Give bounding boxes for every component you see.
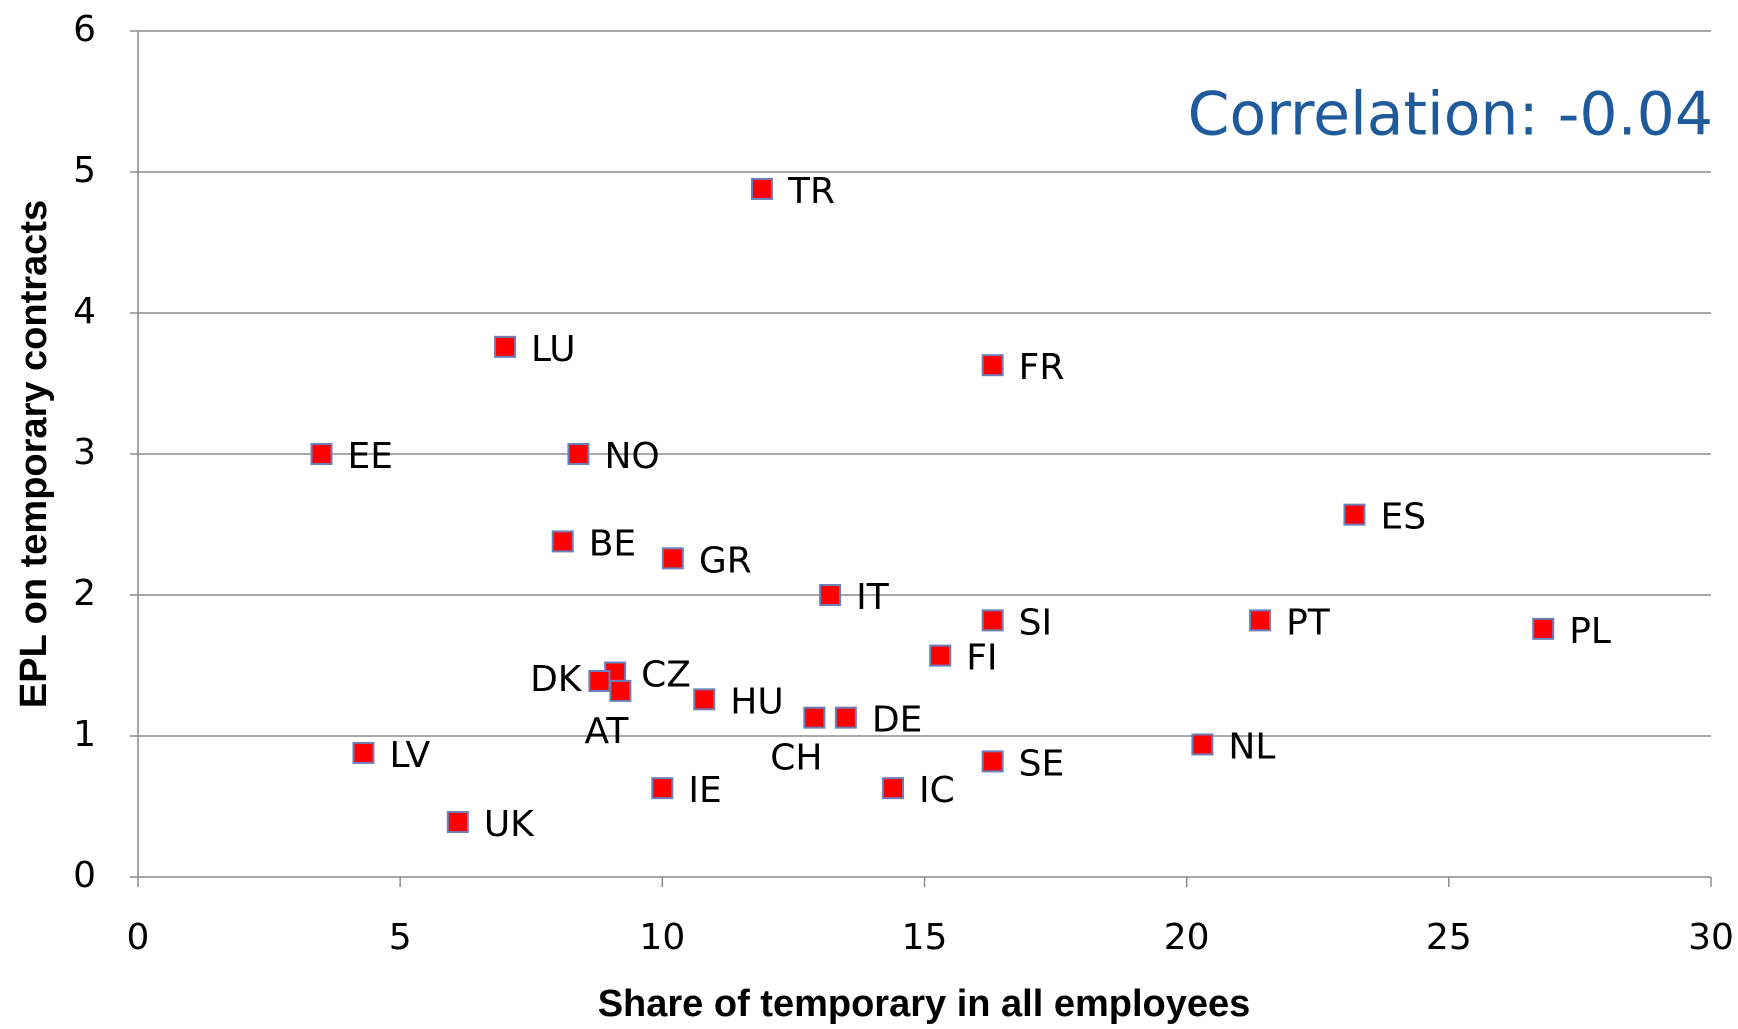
point [819,584,842,606]
point [651,777,674,800]
point [693,688,716,711]
point-label: PT [1286,602,1331,643]
point [750,177,773,200]
point-label: NL [1228,726,1275,767]
point [981,354,1004,377]
point-label: UK [484,804,535,845]
point [446,811,469,834]
point [1249,609,1272,632]
y-tick-label: 5 [73,150,96,191]
x-tick-label: 5 [389,917,412,958]
point-label: LV [389,735,430,776]
point-label: EE [348,436,394,477]
y-tick-label: 3 [73,432,96,473]
point-label: HU [730,681,783,722]
point-label: TR [787,171,835,212]
point [834,706,857,729]
x-axis-label: Share of temporary in all employees [598,983,1251,1025]
point [1191,733,1214,756]
point [929,644,952,667]
point-label: DK [530,659,583,700]
point [567,443,590,465]
y-tick-label: 6 [73,9,96,50]
x-tick-label: 0 [127,917,150,958]
point-label: IE [688,770,721,811]
point [661,547,684,570]
point [588,670,611,693]
point [882,777,905,800]
y-tick-label: 1 [73,714,96,755]
point-label: LU [531,329,576,370]
point-label: SE [1019,743,1065,784]
point [310,443,333,465]
x-tick-label: 15 [902,917,948,958]
point-label: FI [966,638,997,679]
x-tick-label: 25 [1426,917,1472,958]
point [352,741,375,764]
point-label: CZ [641,655,691,696]
point [609,679,632,702]
point-label: SI [1019,602,1052,643]
point-label: GR [699,540,752,581]
y-tick-label: 2 [73,573,96,614]
y-tick-label: 0 [73,855,96,896]
point-label: FR [1019,347,1065,388]
point-label: ES [1380,497,1426,538]
point-label: IT [856,577,890,618]
x-tick-label: 10 [639,917,685,958]
point [551,530,574,553]
y-axis-label: EPL on temporary contracts [13,200,55,708]
point-label: NO [604,436,659,477]
point-label: PL [1569,611,1611,652]
point-label: IC [919,770,955,811]
point [1532,617,1555,640]
point [1343,503,1366,526]
x-tick-label: 20 [1164,917,1210,958]
point-label: BE [589,523,636,564]
annotation: Correlation: -0.04 [1188,80,1713,150]
y-tick-label: 4 [73,291,96,332]
point [981,750,1004,773]
point-label: DE [872,700,922,741]
point [803,706,826,729]
point [494,335,517,358]
x-tick-label: 30 [1688,917,1734,958]
point-label: AT [585,711,630,752]
point [981,609,1004,632]
point-label: CH [770,738,822,779]
